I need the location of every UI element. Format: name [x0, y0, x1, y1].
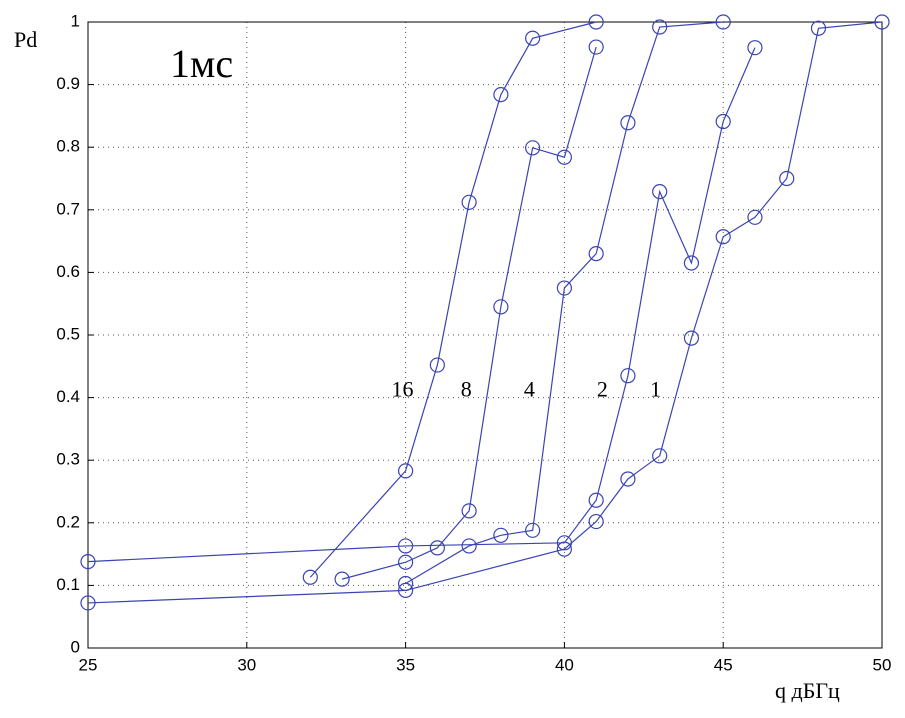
y-tick-label: 0.6: [56, 262, 80, 281]
data-point: [461, 503, 477, 519]
data-point: [620, 471, 636, 487]
data-point: [429, 357, 445, 373]
data-point: [493, 299, 509, 315]
y-tick-label: 0.1: [56, 575, 80, 594]
data-point: [398, 463, 414, 479]
data-point: [588, 39, 604, 55]
y-tick-label: 0: [71, 637, 80, 656]
data-point: [461, 538, 477, 554]
series-label: 8: [461, 376, 472, 401]
series-label: 1: [650, 376, 661, 401]
data-point: [588, 492, 604, 508]
series-line: [87, 21, 883, 604]
data-point: [683, 255, 700, 271]
data-point: [715, 14, 731, 30]
data-point: [493, 527, 509, 543]
data-point: [525, 522, 541, 538]
y-tick-label: 0.8: [56, 137, 80, 156]
data-point: [715, 229, 731, 245]
data-point: [652, 448, 668, 464]
data-point: [779, 170, 795, 187]
data-point: [80, 554, 96, 570]
annotation: 1мс: [170, 41, 233, 86]
y-tick-label: 0.2: [56, 512, 80, 531]
series-label: 16: [391, 376, 413, 401]
y-tick-label: 0.3: [56, 450, 80, 469]
data-point: [429, 540, 445, 556]
x-tick-label: 40: [555, 655, 574, 674]
data-point: [461, 194, 477, 210]
x-tick-label: 45: [714, 655, 733, 674]
series-line: [405, 21, 724, 585]
data-point: [715, 113, 731, 130]
y-tick-label: 0.9: [56, 74, 80, 93]
data-point: [588, 14, 604, 30]
data-point: [747, 209, 763, 225]
data-point: [747, 40, 763, 56]
data-point: [398, 538, 414, 554]
data-point: [810, 20, 827, 36]
y-axis-label: Pd: [14, 27, 37, 52]
x-tick-label: 50: [873, 655, 892, 674]
data-point: [683, 330, 700, 346]
data-point: [588, 246, 604, 262]
data-point: [302, 569, 318, 585]
data-point: [525, 30, 541, 46]
x-tick-label: 25: [79, 655, 98, 674]
data-point: [334, 571, 350, 587]
data-point: [620, 115, 636, 131]
y-tick-label: 0.4: [56, 387, 80, 406]
data-point: [398, 554, 414, 570]
x-tick-label: 35: [396, 655, 415, 674]
data-point: [588, 513, 604, 530]
x-tick-label: 30: [237, 655, 256, 674]
series-line: [309, 21, 597, 578]
y-tick-label: 1: [71, 11, 80, 30]
series-line: [87, 47, 756, 563]
data-point: [652, 19, 668, 35]
data-point: [556, 541, 573, 557]
series-label: 2: [597, 376, 608, 401]
data-point: [80, 595, 96, 611]
plot-frame: [87, 21, 883, 649]
data-point: [620, 368, 636, 384]
data-point: [874, 14, 890, 30]
data-point: [398, 582, 414, 599]
series-line: [341, 46, 597, 580]
x-axis-label: q дБГц: [775, 678, 840, 703]
y-tick-label: 0.7: [56, 199, 80, 218]
series-label: 4: [524, 376, 535, 401]
y-tick-label: 0.5: [56, 324, 80, 343]
data-point: [525, 140, 541, 156]
data-point: [556, 149, 573, 165]
data-point: [493, 87, 509, 103]
data-point: [652, 184, 668, 200]
data-point: [556, 280, 573, 296]
